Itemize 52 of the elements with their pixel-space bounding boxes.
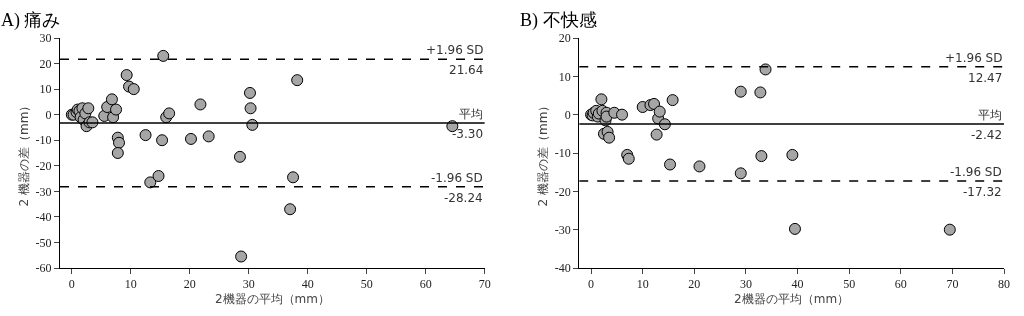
annotation: -3.30 — [452, 127, 484, 141]
x-tick-label: 60 — [419, 277, 432, 292]
y-tick-label: -40 — [554, 261, 571, 276]
y-tick-label: 0 — [45, 107, 52, 122]
chart-title: B) 不快感 — [520, 10, 597, 31]
annotation: -2.42 — [971, 128, 1003, 142]
x-tick-label: 0 — [588, 277, 595, 292]
y-tick-label: -50 — [35, 235, 52, 250]
x-tick-label: 70 — [946, 277, 959, 292]
x-tick-label: 80 — [998, 277, 1010, 292]
annotation: -28.24 — [444, 191, 483, 205]
y-axis-title: 2 機器の差（mm） — [16, 99, 31, 207]
x-tick-label: 50 — [843, 277, 856, 292]
ref-line-label: -1.96 SD — [431, 171, 483, 185]
x-tick-label: 50 — [360, 277, 373, 292]
annotation: 21.64 — [449, 63, 484, 77]
ref-line-label: +1.96 SD — [426, 43, 484, 57]
ref-line-label: -1.96 SD — [950, 165, 1002, 179]
y-tick-label: 10 — [558, 69, 571, 84]
y-axis-title: 2 機器の差（mm） — [536, 99, 551, 207]
y-tick-label: -10 — [35, 133, 52, 148]
x-tick-label: 10 — [124, 277, 137, 292]
x-tick-label: 30 — [242, 277, 255, 292]
y-tick-label: -40 — [35, 210, 52, 225]
x-tick-label: 40 — [301, 277, 314, 292]
x-tick-label: 10 — [636, 277, 649, 292]
y-tick-label: 0 — [564, 107, 571, 122]
x-tick-label: 40 — [791, 277, 804, 292]
x-tick-label: 0 — [68, 277, 75, 292]
y-tick-label: 20 — [39, 56, 52, 71]
ref-line-label: +1.96 SD — [945, 51, 1003, 65]
x-axis-title: 2機器の平均（mm） — [734, 292, 850, 307]
y-tick-label: 30 — [39, 31, 52, 46]
chart-title: A) 痛み — [1, 10, 61, 31]
y-tick-label: -30 — [35, 184, 52, 199]
ref-line-label: 平均 — [459, 107, 483, 121]
y-tick-label: -30 — [554, 222, 571, 237]
x-tick-label: 30 — [739, 277, 752, 292]
x-tick-label: 20 — [688, 277, 701, 292]
y-tick-label: -60 — [35, 261, 52, 276]
annotation: -17.32 — [963, 185, 1002, 199]
x-tick-label: 70 — [478, 277, 491, 292]
x-tick-label: 60 — [894, 277, 907, 292]
ref-line-label: 平均 — [978, 108, 1002, 122]
annotation: 12.47 — [968, 71, 1003, 85]
x-tick-label: 20 — [183, 277, 196, 292]
y-tick-label: -20 — [554, 184, 571, 199]
x-axis-title: 2機器の平均（mm） — [214, 292, 330, 307]
y-tick-label: 20 — [558, 31, 571, 46]
y-tick-label: 10 — [39, 82, 52, 97]
y-tick-label: -20 — [35, 158, 52, 173]
y-tick-label: -10 — [554, 146, 571, 161]
